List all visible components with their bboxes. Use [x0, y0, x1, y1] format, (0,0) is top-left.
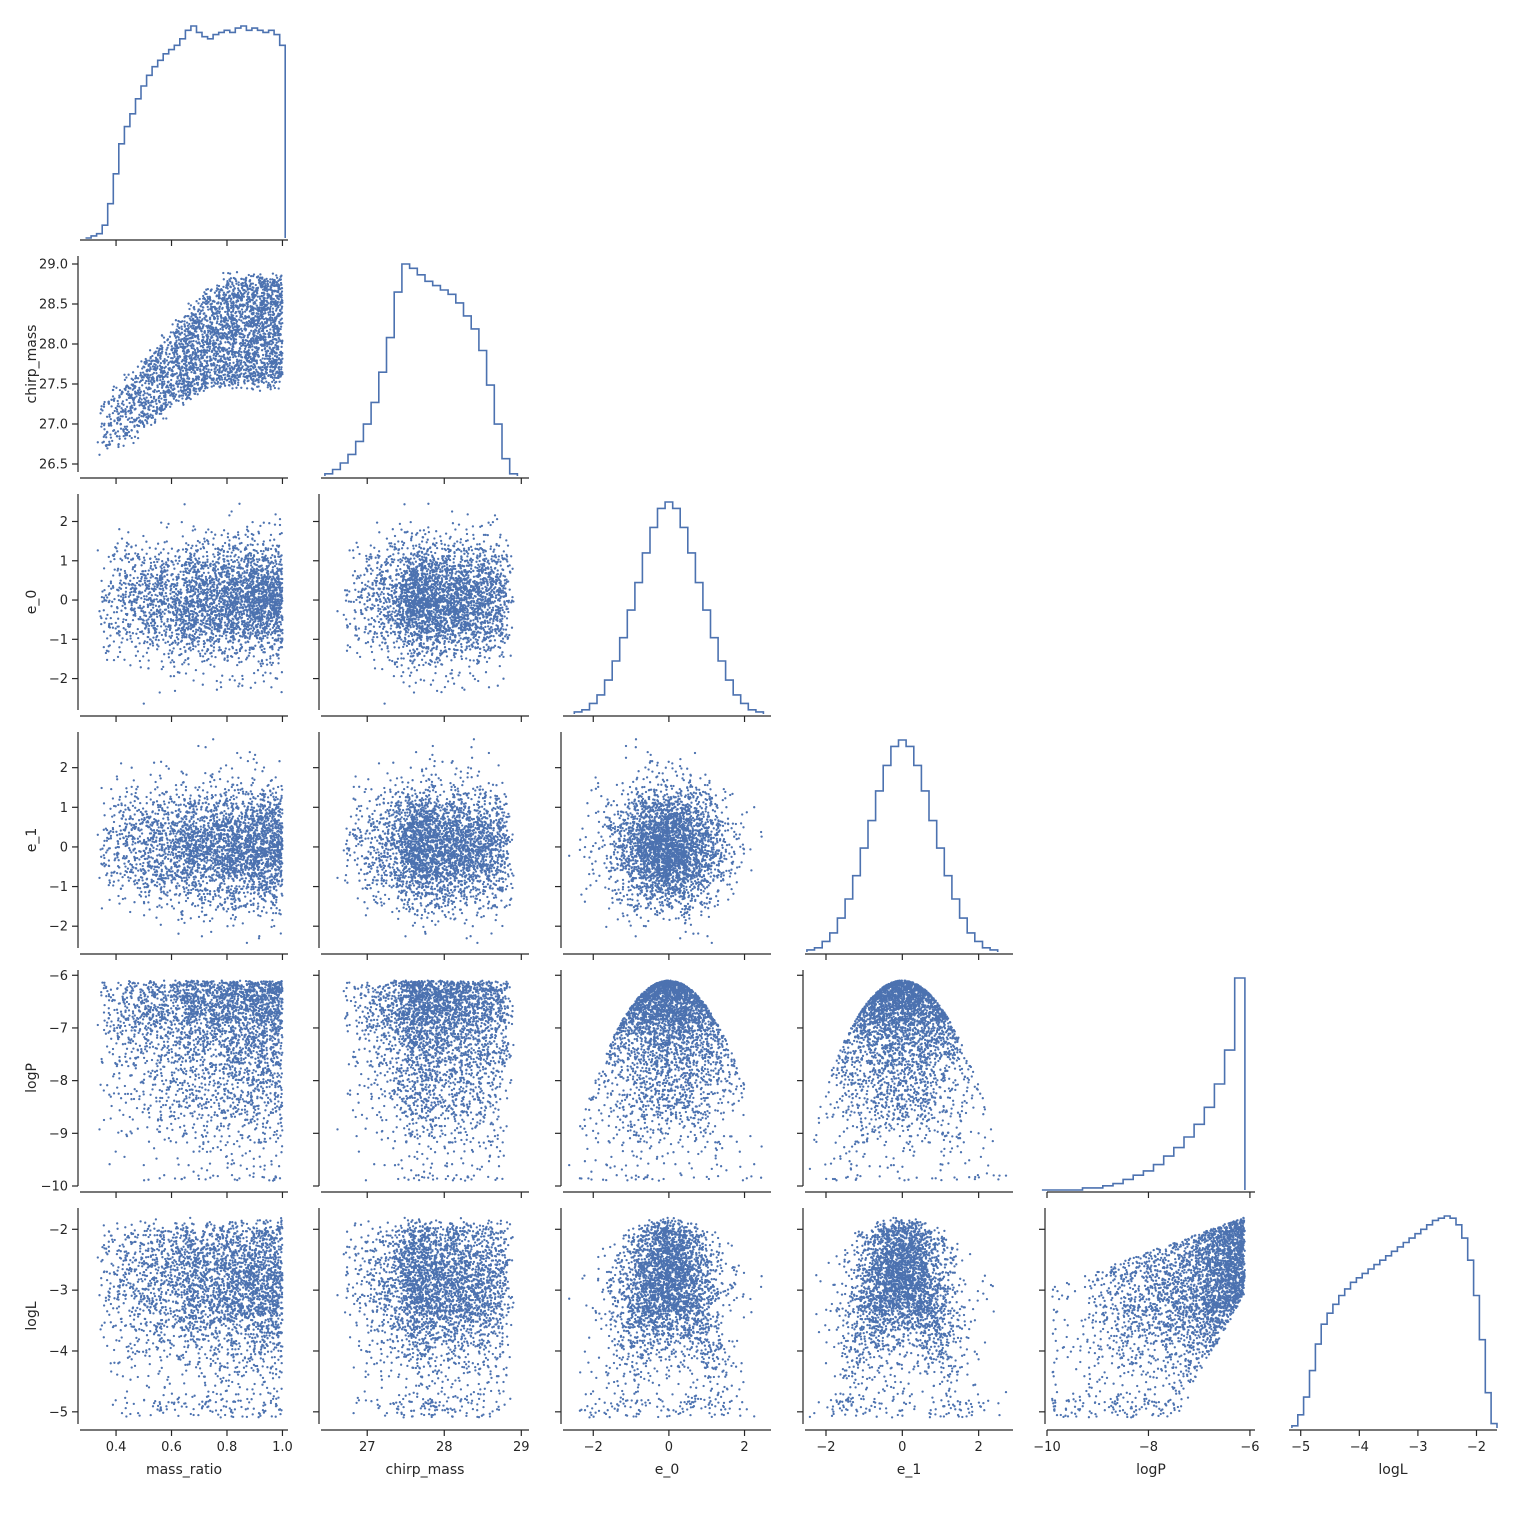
scatter-point: [148, 382, 150, 384]
scatter-point: [126, 399, 128, 401]
scatter-point: [232, 362, 234, 364]
scatter-point: [128, 402, 130, 404]
scatter-point: [166, 376, 168, 378]
scatter-point: [169, 336, 171, 338]
scatter-point: [113, 397, 115, 399]
scatter-point: [241, 367, 243, 369]
scatter-point: [98, 454, 100, 456]
scatter-point: [255, 299, 257, 301]
scatter-point: [224, 385, 226, 387]
scatter-point: [240, 351, 242, 353]
scatter-point: [269, 328, 271, 330]
scatter-point: [108, 441, 110, 443]
scatter-point: [187, 302, 189, 304]
scatter-point: [184, 333, 186, 335]
scatter-point: [100, 405, 102, 407]
scatter-point: [183, 357, 185, 359]
histogram-mass_ratio: [86, 26, 286, 238]
scatter-point: [225, 363, 227, 365]
scatter-point: [235, 283, 237, 285]
scatter-point: [201, 333, 203, 335]
scatter-point: [234, 380, 236, 382]
scatter-point: [207, 308, 209, 310]
scatter-point: [237, 384, 239, 386]
scatter-point: [224, 341, 226, 343]
scatter-point: [165, 399, 167, 401]
panel-mass_ratio-vs-mass_ratio: [80, 26, 288, 246]
scatter-point: [262, 354, 264, 356]
scatter-point: [278, 381, 280, 383]
scatter-point: [144, 392, 146, 394]
scatter-points-chirp_mass-vs-mass_ratio: [97, 271, 284, 456]
scatter-point: [117, 446, 119, 448]
scatter-point: [177, 386, 179, 388]
scatter-point: [267, 384, 269, 386]
scatter-point: [137, 437, 139, 439]
scatter-point: [112, 395, 114, 397]
scatter-point: [238, 284, 240, 286]
scatter-point: [203, 390, 205, 392]
scatter-point: [134, 436, 136, 438]
scatter-point: [216, 364, 218, 366]
scatter-point: [155, 372, 157, 374]
scatter-point: [195, 364, 197, 366]
scatter-point: [173, 356, 175, 358]
scatter-point: [117, 400, 119, 402]
scatter-point: [171, 345, 173, 347]
scatter-point: [248, 274, 250, 276]
scatter-point: [273, 379, 275, 381]
scatter-point: [241, 330, 243, 332]
scatter-point: [280, 346, 282, 348]
scatter-point: [148, 359, 150, 361]
scatter-point: [124, 437, 126, 439]
scatter-point: [199, 361, 201, 363]
scatter-point: [149, 349, 151, 351]
scatter-point: [170, 379, 172, 381]
scatter-point: [259, 298, 261, 300]
scatter-point: [215, 290, 217, 292]
scatter-point: [251, 387, 253, 389]
scatter-point: [190, 304, 192, 306]
scatter-point: [256, 386, 258, 388]
scatter-point: [271, 381, 273, 383]
scatter-point: [178, 339, 180, 341]
scatter-point: [238, 319, 240, 321]
scatter-point: [269, 385, 271, 387]
scatter-point: [117, 413, 119, 415]
scatter-point: [139, 419, 141, 421]
scatter-point: [114, 410, 116, 412]
scatter-point: [127, 391, 129, 393]
scatter-point: [131, 421, 133, 423]
